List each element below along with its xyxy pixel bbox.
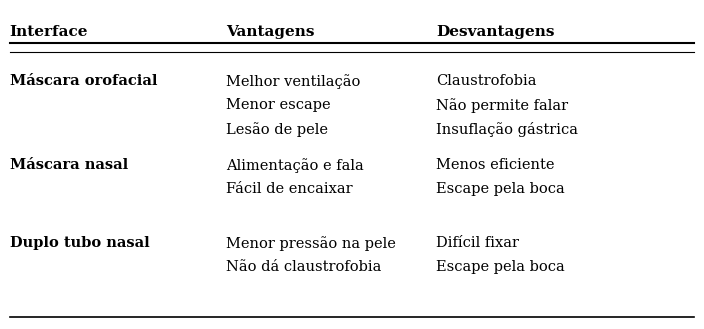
Text: Difícil fixar: Difícil fixar	[436, 236, 519, 250]
Text: Insuflação gástrica: Insuflação gástrica	[436, 122, 578, 138]
Text: Alimentação e fala: Alimentação e fala	[226, 158, 364, 173]
Text: Escape pela boca: Escape pela boca	[436, 260, 565, 274]
Text: Interface: Interface	[10, 25, 88, 39]
Text: Não permite falar: Não permite falar	[436, 98, 568, 113]
Text: Máscara nasal: Máscara nasal	[10, 158, 128, 172]
Text: Fácil de encaixar: Fácil de encaixar	[226, 182, 353, 196]
Text: Claustrofobia: Claustrofobia	[436, 74, 536, 88]
Text: Duplo tubo nasal: Duplo tubo nasal	[10, 236, 149, 250]
Text: Escape pela boca: Escape pela boca	[436, 182, 565, 196]
Text: Não dá claustrofobia: Não dá claustrofobia	[226, 260, 382, 274]
Text: Máscara orofacial: Máscara orofacial	[10, 74, 157, 88]
Text: Menor escape: Menor escape	[226, 98, 331, 112]
Text: Vantagens: Vantagens	[226, 25, 315, 39]
Text: Lesão de pele: Lesão de pele	[226, 122, 328, 137]
Text: Menor pressão na pele: Menor pressão na pele	[226, 236, 396, 250]
Text: Menos eficiente: Menos eficiente	[436, 158, 554, 172]
Text: Melhor ventilação: Melhor ventilação	[226, 74, 360, 89]
Text: Desvantagens: Desvantagens	[436, 25, 554, 39]
